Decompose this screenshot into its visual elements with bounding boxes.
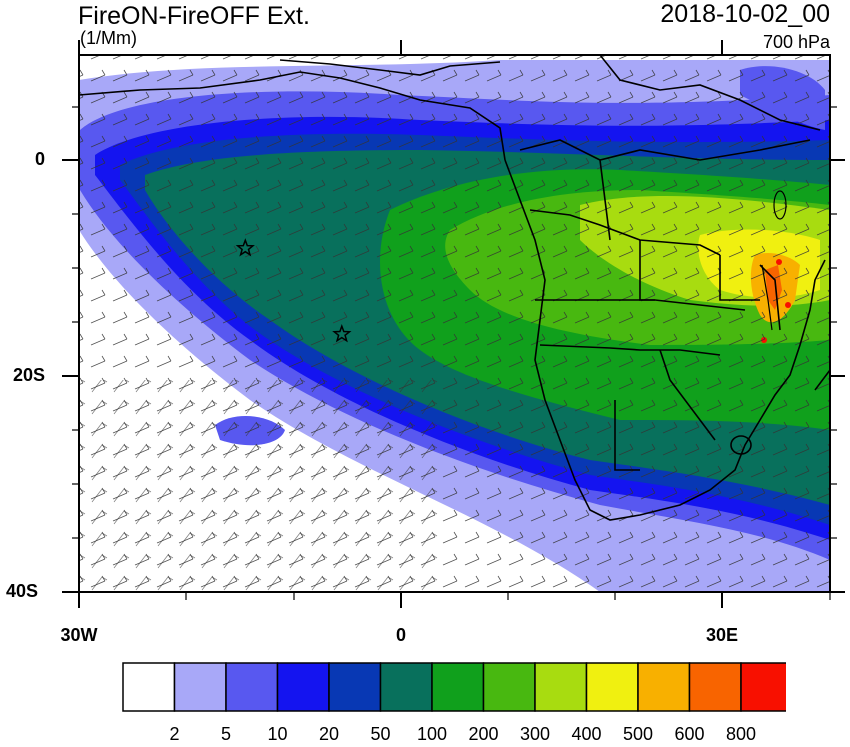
colorbar-box: [225, 662, 279, 712]
colorbar-label: 300: [519, 724, 551, 744]
colorbar-box: [431, 662, 485, 712]
x-tick-label-30e: 30E: [705, 625, 739, 645]
map-frame: [78, 54, 831, 593]
x-tick-label-30w: 30W: [60, 625, 98, 645]
minor-ticks: [72, 106, 837, 600]
colorbar-label: 500: [622, 724, 654, 744]
star-2-marker: [332, 324, 352, 343]
tick-marks: [62, 40, 845, 608]
colorbar-label: 100: [416, 724, 448, 744]
colorbar-label: 5: [220, 724, 231, 744]
x-tick-label-0: 0: [395, 625, 406, 645]
colorbar-box: [276, 662, 330, 712]
colorbar-box: [688, 662, 742, 712]
colorbar-label: 400: [571, 724, 602, 744]
colorbar-label: 10: [267, 724, 288, 744]
colorbar-box: [122, 662, 176, 712]
colorbar: [122, 662, 786, 712]
map-datetime: 2018-10-02_00: [660, 0, 830, 28]
colorbar-label: 2: [169, 724, 180, 744]
y-tick-label-0: 0: [34, 149, 45, 169]
extinction-map: [62, 40, 845, 608]
colorbar-box: [482, 662, 536, 712]
colorbar-box: [173, 662, 227, 712]
map-units: (1/Mm): [80, 28, 137, 48]
colorbar-label: 800: [725, 724, 757, 744]
country-borders: [79, 55, 830, 521]
y-tick-label-40s: 40S: [5, 581, 38, 601]
colorbar-label: 600: [674, 724, 705, 744]
map-title: FireON-FireOFF Ext.: [78, 2, 310, 30]
colorbar-box: [534, 662, 588, 712]
colorbar-box: [328, 662, 382, 712]
wind-barbs: [79, 55, 830, 592]
star-1-marker: [235, 238, 255, 257]
colorbar-box: [379, 662, 433, 712]
colorbar-box: [637, 662, 691, 712]
colorbar-box: [585, 662, 639, 712]
colorbar-label: 50: [370, 724, 391, 744]
colorbar-label: 200: [468, 724, 499, 744]
site-markers: [235, 238, 352, 343]
y-tick-label-20s: 20S: [12, 365, 45, 385]
colorbar-box: [740, 662, 786, 712]
map-level: 700 hPa: [762, 32, 830, 52]
lake-outlines: [761, 190, 787, 331]
colorbar-label: 20: [318, 724, 340, 744]
